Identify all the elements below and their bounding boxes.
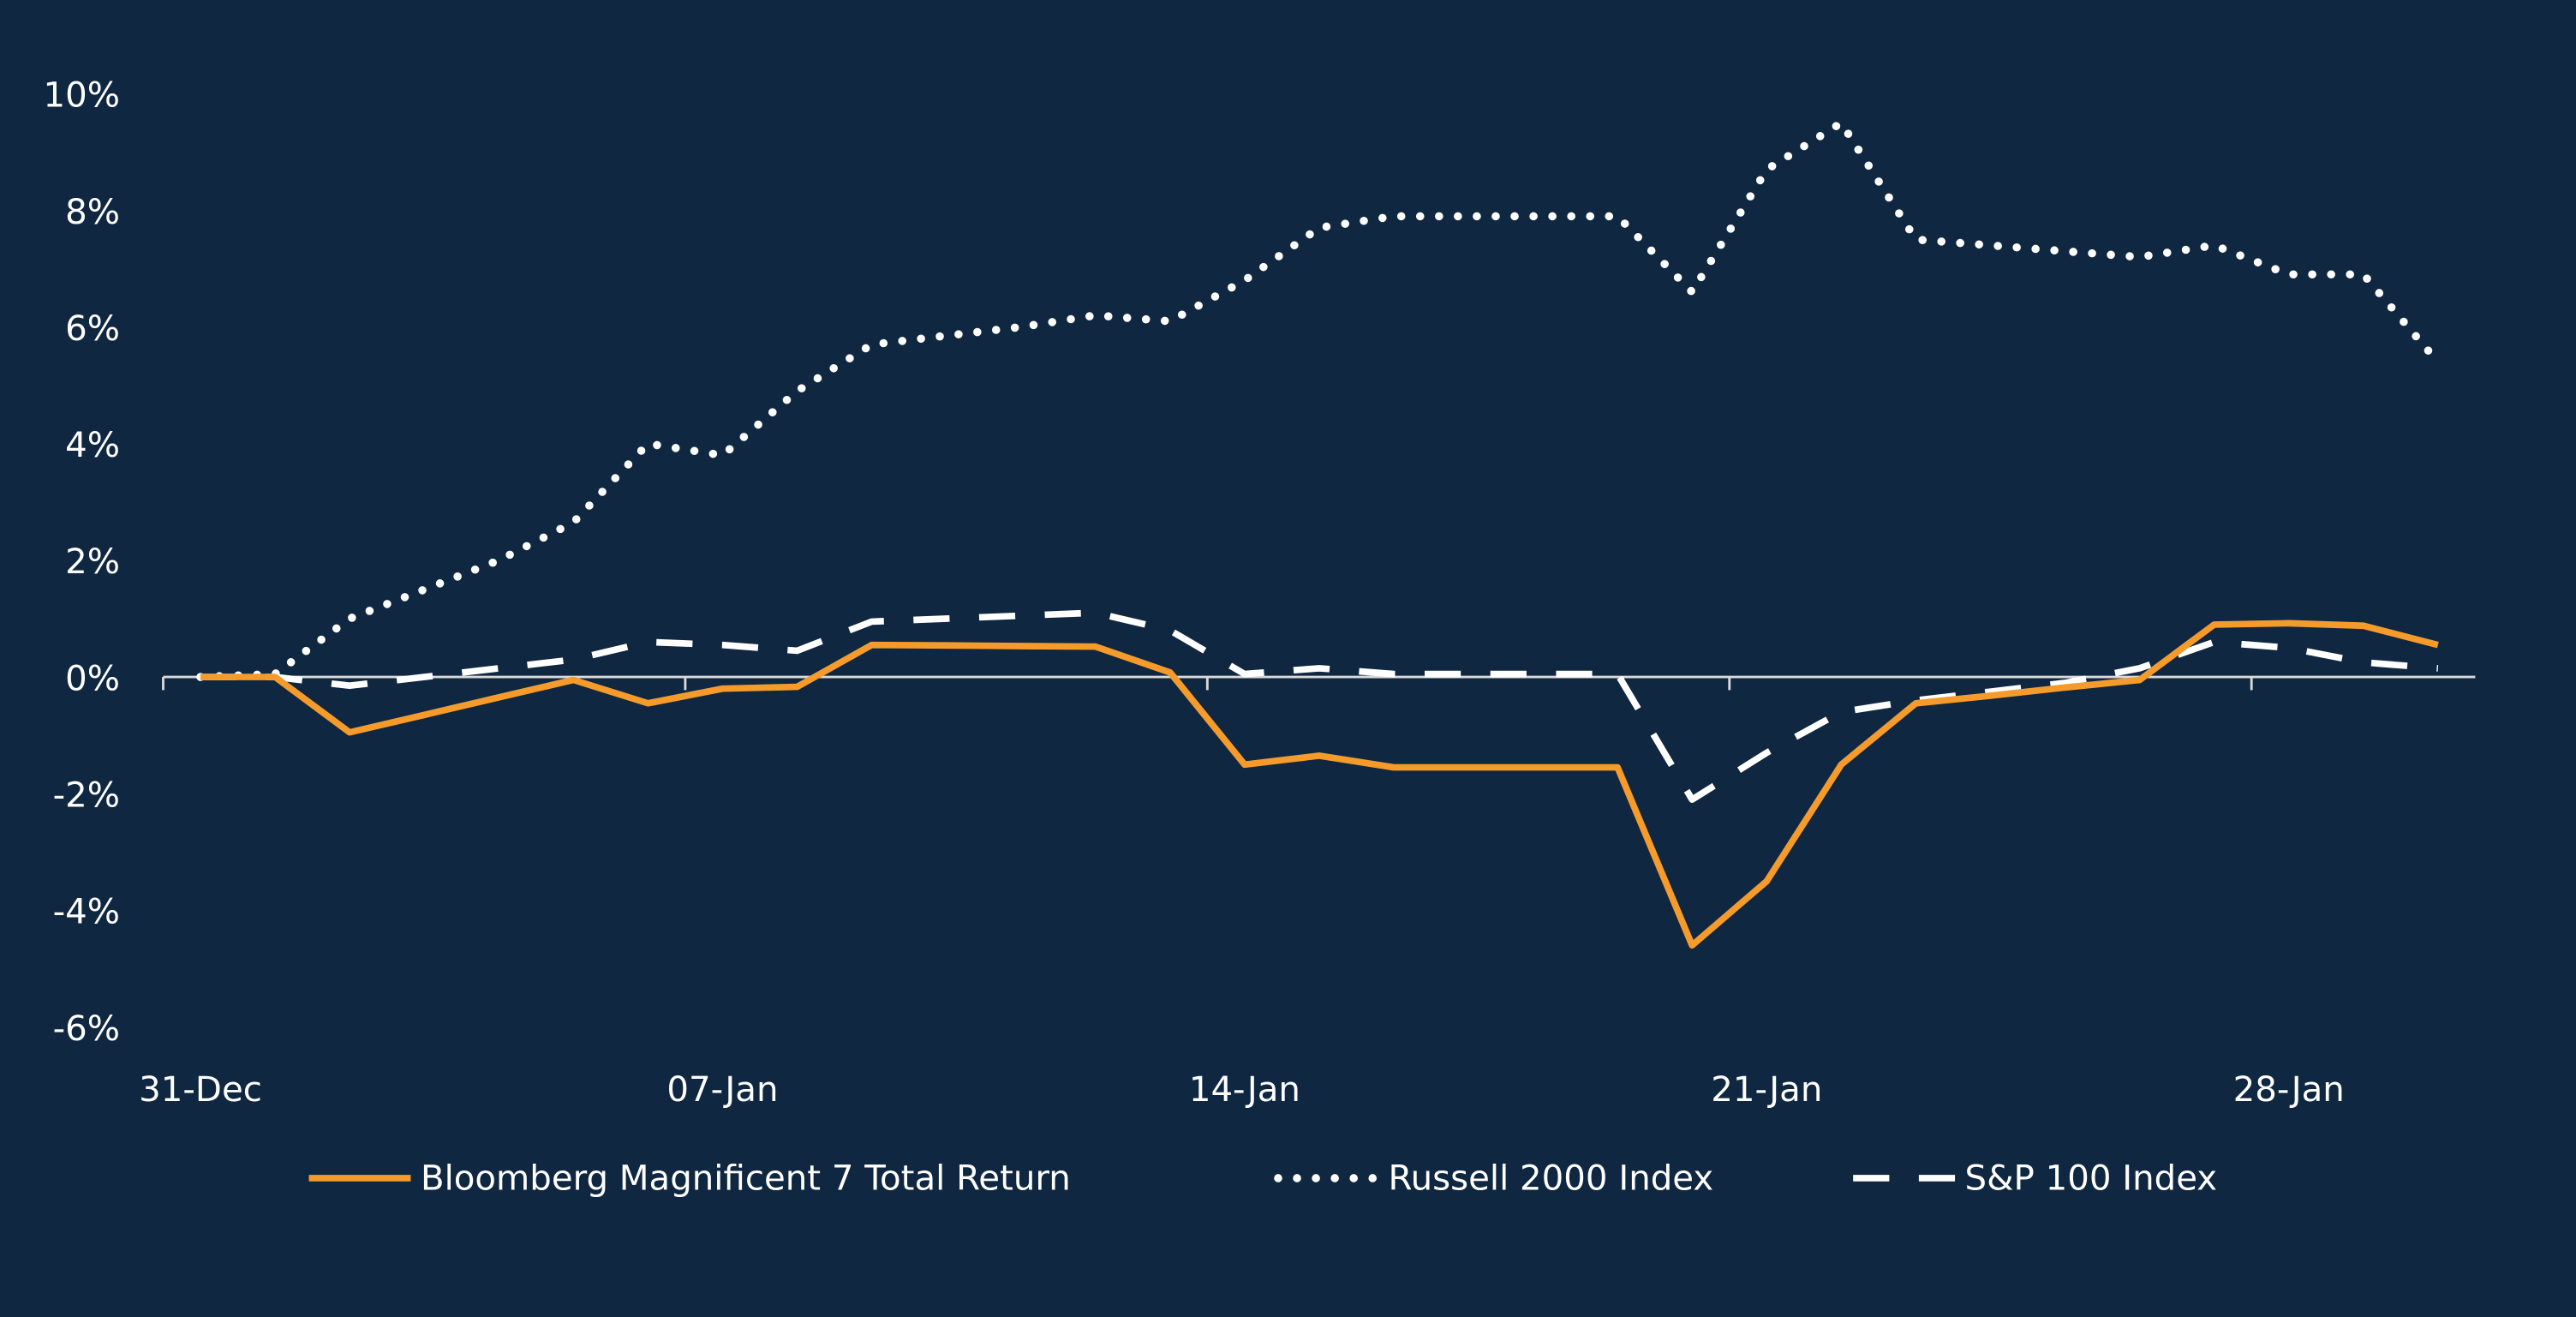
y-tick-label: -2% xyxy=(53,776,120,816)
y-tick-label: 4% xyxy=(65,426,120,465)
y-tick-label: 2% xyxy=(65,542,120,582)
series-line-dashed xyxy=(200,609,2439,803)
x-tick-label: 14-Jan xyxy=(1189,1070,1300,1110)
y-tick-label: 10% xyxy=(44,76,121,116)
y-tick-label: -4% xyxy=(53,893,120,932)
x-tick-label: 31-Dec xyxy=(139,1070,262,1110)
y-tick-label: 6% xyxy=(65,309,120,349)
legend: Bloomberg Magnificent 7 Total Return Rus… xyxy=(308,1158,2218,1198)
y-tick-label: 8% xyxy=(65,193,120,232)
series-line-solid xyxy=(200,620,2439,949)
legend-label-mag7: Bloomberg Magnificent 7 Total Return xyxy=(421,1158,1071,1198)
x-tick-label: 28-Jan xyxy=(2233,1070,2345,1110)
x-tick-label: 07-Jan xyxy=(666,1070,778,1110)
x-tick-label: 21-Jan xyxy=(1711,1070,1822,1110)
legend-label-russell: Russell 2000 Index xyxy=(1388,1158,1713,1198)
legend-label-sp100: S&P 100 Index xyxy=(1965,1158,2218,1198)
y-tick-label: 0% xyxy=(65,659,120,698)
y-tick-label: -6% xyxy=(53,1009,120,1049)
